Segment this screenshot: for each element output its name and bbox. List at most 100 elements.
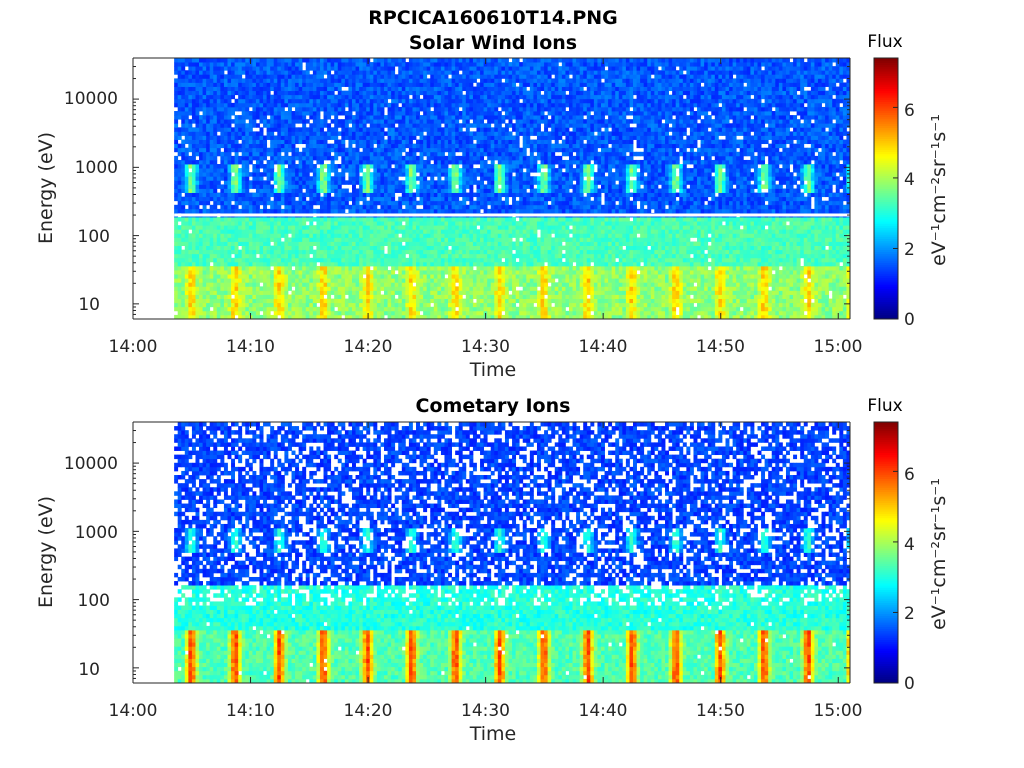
heatmap-cell (395, 82, 399, 86)
heatmap-cell (409, 262, 413, 266)
heatmap-cell (302, 217, 306, 221)
heatmap-cell (220, 152, 224, 156)
heatmap-cell (252, 286, 256, 290)
heatmap-cell (256, 172, 260, 176)
heatmap-cell (398, 58, 402, 62)
heatmap-cell (309, 295, 313, 299)
heatmap-cell (437, 217, 441, 221)
heatmap-cell (249, 99, 253, 103)
heatmap-cell (185, 107, 189, 111)
heatmap-cell (391, 286, 395, 290)
heatmap-cell (224, 168, 228, 172)
heatmap-cell (452, 290, 456, 294)
heatmap-cell (384, 286, 388, 290)
heatmap-cell (324, 242, 328, 246)
heatmap-cell (277, 307, 281, 311)
heatmap-cell (444, 225, 448, 229)
heatmap-cell (402, 127, 406, 131)
heatmap-cell (242, 290, 246, 294)
heatmap-cell (459, 135, 463, 139)
heatmap-cell (370, 119, 374, 123)
heatmap-cell (195, 164, 199, 168)
heatmap-cell (178, 168, 182, 172)
heatmap-cell (373, 74, 377, 78)
heatmap-cell (384, 209, 388, 213)
heatmap-cell (267, 266, 271, 270)
heatmap-cell (448, 193, 452, 197)
heatmap-cell (263, 266, 267, 270)
heatmap-cell (338, 103, 342, 107)
heatmap-cell (366, 111, 370, 115)
heatmap-cell (398, 156, 402, 160)
heatmap-cell (448, 152, 452, 156)
heatmap-cell (224, 156, 228, 160)
heatmap-cell (370, 115, 374, 119)
heatmap-cell (302, 74, 306, 78)
heatmap-cell (181, 74, 185, 78)
heatmap-cell (363, 95, 367, 99)
heatmap-cell (324, 229, 328, 233)
heatmap-cell (334, 242, 338, 246)
heatmap-cell (203, 250, 207, 254)
heatmap-cell (437, 282, 441, 286)
heatmap-cell (174, 233, 178, 237)
heatmap-cell (267, 254, 271, 258)
heatmap-cell (220, 225, 224, 229)
heatmap-cell (203, 286, 207, 290)
heatmap-cell (341, 131, 345, 135)
heatmap-cell (249, 282, 253, 286)
heatmap-cell (185, 152, 189, 156)
heatmap-cell (409, 274, 413, 278)
heatmap-cell (437, 152, 441, 156)
heatmap-cell (348, 131, 352, 135)
heatmap-cell (338, 99, 342, 103)
heatmap-cell (188, 160, 192, 164)
heatmap-cell (437, 140, 441, 144)
heatmap-cell (437, 299, 441, 303)
heatmap-cell (388, 176, 392, 180)
heatmap-cell (356, 286, 360, 290)
heatmap-cell (366, 135, 370, 139)
heatmap-cell (195, 82, 199, 86)
heatmap-cell (345, 115, 349, 119)
heatmap-cell (412, 250, 416, 254)
heatmap-cell (416, 148, 420, 152)
heatmap-cell (416, 299, 420, 303)
heatmap-cell (380, 131, 384, 135)
heatmap-cell (416, 164, 420, 168)
heatmap-cell (420, 135, 424, 139)
heatmap-cell (416, 295, 420, 299)
heatmap-cell (242, 111, 246, 115)
heatmap-cell (338, 246, 342, 250)
heatmap-cell (324, 156, 328, 160)
heatmap-cell (242, 62, 246, 66)
heatmap-cell (284, 176, 288, 180)
heatmap-cell (220, 156, 224, 160)
heatmap-cell (267, 237, 271, 241)
heatmap-cell (185, 99, 189, 103)
heatmap-cell (416, 107, 420, 111)
heatmap-cell (462, 237, 466, 241)
heatmap-cell (220, 201, 224, 205)
heatmap-cell (444, 99, 448, 103)
heatmap-cell (437, 66, 441, 70)
heatmap-cell (416, 290, 420, 294)
heatmap-cell (306, 225, 310, 229)
heatmap-cell (356, 242, 360, 246)
heatmap-cell (409, 242, 413, 246)
heatmap-cell (373, 286, 377, 290)
heatmap-cell (206, 156, 210, 160)
heatmap-cell (380, 180, 384, 184)
heatmap-cell (263, 70, 267, 74)
heatmap-cell (267, 242, 271, 246)
heatmap-cell (313, 189, 317, 193)
heatmap-cell (363, 282, 367, 286)
heatmap-cell (455, 299, 459, 303)
heatmap-cell (206, 111, 210, 115)
heatmap-cell (320, 233, 324, 237)
heatmap-cell (420, 66, 424, 70)
heatmap-cell (356, 176, 360, 180)
heatmap-cell (185, 246, 189, 250)
heatmap-cell (409, 66, 413, 70)
heatmap-cell (363, 229, 367, 233)
